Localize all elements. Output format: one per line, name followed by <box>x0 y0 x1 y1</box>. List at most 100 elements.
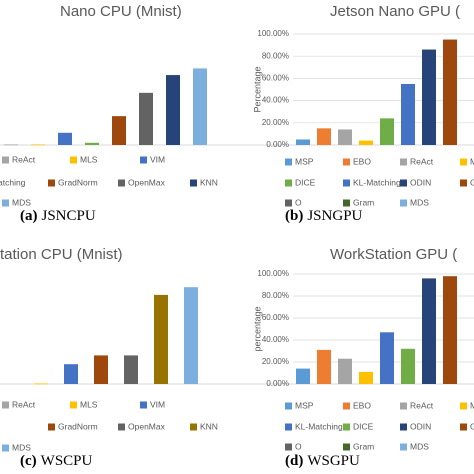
caption: (d) WSGPU <box>285 453 360 469</box>
legend-label: MLS <box>80 399 98 409</box>
legend-label: atching <box>0 177 26 187</box>
legend-label: GradNorm <box>58 421 98 431</box>
caption-text: WSCPU <box>41 453 93 469</box>
legend-label: M <box>470 400 474 410</box>
legend-swatch <box>400 179 407 187</box>
chart-title: Nano CPU (Mnist) <box>60 3 182 20</box>
caption-text: JSNGPU <box>307 208 362 224</box>
legend-swatch <box>2 199 9 207</box>
bar <box>380 118 394 145</box>
bar <box>34 383 48 385</box>
legend-label: ReAct <box>410 156 434 166</box>
legend-label: VIM <box>150 154 165 164</box>
legend-swatch <box>400 423 407 431</box>
legend-swatch <box>118 179 125 187</box>
legend-swatch <box>140 156 147 164</box>
caption: (a) JSNCPU <box>20 208 96 224</box>
legend-label: Gram <box>353 441 374 451</box>
legend-swatch <box>343 199 350 207</box>
legend-label: DICE <box>353 421 374 431</box>
y-tick-label: 100.00% <box>257 29 289 38</box>
legend-swatch <box>460 423 467 431</box>
bar <box>58 132 72 145</box>
legend-swatch <box>70 156 77 164</box>
bar <box>443 39 457 145</box>
legend-swatch <box>460 179 467 187</box>
legend-swatch <box>285 443 292 451</box>
legend-swatch <box>285 199 292 207</box>
legend-swatch <box>460 158 467 166</box>
legend-swatch <box>285 402 292 410</box>
legend-label: ODIN <box>410 421 431 431</box>
chart-title: WorkStation GPU ( <box>330 246 457 263</box>
legend-swatch <box>460 402 467 410</box>
bar <box>31 144 45 146</box>
legend-label: ODIN <box>410 177 431 187</box>
y-tick-label: 80.00% <box>262 291 289 300</box>
legend-label: KL-Matching <box>295 421 343 431</box>
legend-label: VIM <box>150 399 165 409</box>
bar <box>124 355 138 384</box>
bar <box>4 144 18 146</box>
legend-swatch <box>343 179 350 187</box>
bar <box>184 287 198 384</box>
caption-tag: (c) <box>20 453 37 469</box>
bar <box>422 49 436 145</box>
bar <box>401 83 415 145</box>
legend-swatch <box>285 158 292 166</box>
bar <box>296 368 310 384</box>
y-tick-label: 40.00% <box>262 335 289 344</box>
legend-label: O <box>295 197 302 207</box>
legend-label: ReAct <box>12 154 36 164</box>
bar <box>359 140 373 145</box>
legend-label: O <box>295 441 302 451</box>
legend-swatch <box>343 402 350 410</box>
legend-label: GradNorm <box>470 421 474 431</box>
legend-swatch <box>285 423 292 431</box>
caption: (c) WSCPU <box>20 453 93 469</box>
y-tick-label: 40.00% <box>262 96 289 105</box>
bar <box>359 371 373 384</box>
legend-swatch <box>343 443 350 451</box>
bar <box>443 276 457 384</box>
legend-swatch <box>190 179 197 187</box>
legend-label: GradNorm <box>58 177 98 187</box>
legend-label: OpenMax <box>128 177 166 187</box>
caption-tag: (b) <box>285 208 303 224</box>
legend-label: DICE <box>295 177 316 187</box>
caption-text: WSGPU <box>307 453 360 469</box>
caption-text: JSNCPU <box>42 208 96 224</box>
bar <box>94 355 108 384</box>
chart-title: tation CPU (Mnist) <box>0 246 123 263</box>
caption-tag: (a) <box>20 208 38 224</box>
legend-swatch <box>285 179 292 187</box>
legend-swatch <box>190 423 197 431</box>
legend-label: MLS <box>80 154 98 164</box>
y-tick-label: 20.00% <box>262 357 289 366</box>
bar <box>380 332 394 384</box>
legend-swatch <box>400 443 407 451</box>
bar <box>317 349 331 384</box>
bar <box>112 116 126 145</box>
legend-label: OpenMax <box>128 421 166 431</box>
bar <box>85 142 99 145</box>
caption-tag: (d) <box>285 453 303 469</box>
legend-swatch <box>48 423 55 431</box>
y-tick-label: 0.00% <box>266 379 289 388</box>
legend-swatch <box>70 401 77 409</box>
legend-label: MSP <box>295 400 314 410</box>
legend-label: KL-Matching <box>353 177 401 187</box>
legend-swatch <box>118 423 125 431</box>
y-tick-label: 100.00% <box>257 269 289 278</box>
bar <box>317 128 331 145</box>
bar <box>401 348 415 384</box>
legend-swatch <box>2 156 9 164</box>
caption: (b) JSNGPU <box>285 208 363 224</box>
y-axis-label: Percentage <box>252 66 262 112</box>
y-tick-label: 20.00% <box>262 118 289 127</box>
legend-swatch <box>400 158 407 166</box>
legend-swatch <box>140 401 147 409</box>
y-tick-label: 60.00% <box>262 313 289 322</box>
legend-swatch <box>343 158 350 166</box>
